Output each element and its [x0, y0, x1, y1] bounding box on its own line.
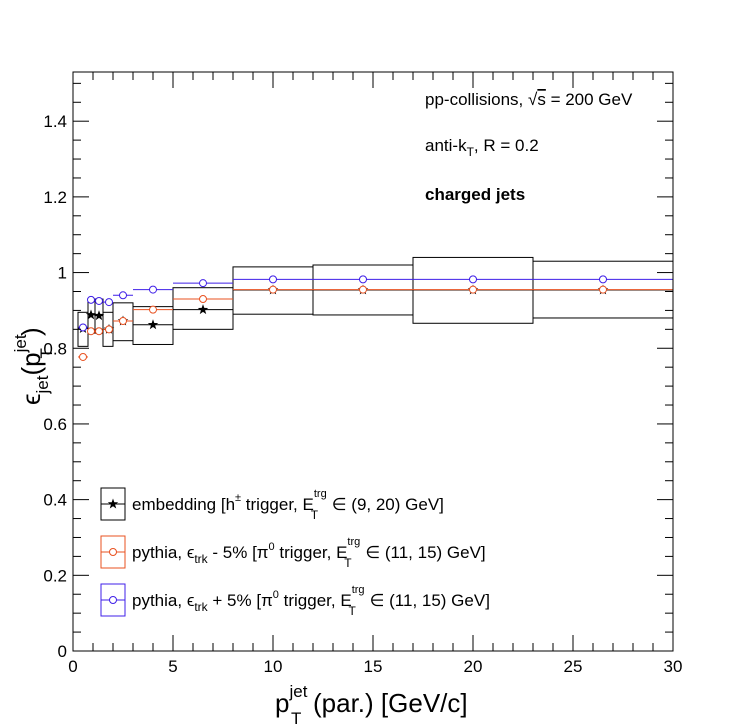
x-tick-label: 25: [564, 657, 583, 676]
legend-circle-marker-minus: [109, 548, 117, 556]
legend: embedding [h± trigger, Etrg T ∈ (9, 20) G…: [100, 487, 490, 618]
pythia_minus-point: [359, 285, 367, 294]
axis-tick-labels: 0 5 10 15 20 25 30 0 0.2 0.4 0.6 0.8 1 1.2 1.4: [43, 112, 682, 676]
pythia_minus-point: [599, 285, 607, 294]
pythia_minus-point: [269, 285, 277, 294]
legend-entry-embedding: embedding [h± trigger, Etrg T ∈ (9, 20) G…: [100, 487, 444, 522]
pythia_minus-point: [87, 327, 95, 336]
y-tick-label: 1: [58, 264, 67, 283]
y-tick-label: 1.2: [43, 188, 67, 207]
x-tick-label: 15: [364, 657, 383, 676]
legend-entry-pythia-plus: pythia, ϵtrk + 5% [π0 trigger, Etrg T ∈ (…: [100, 583, 490, 618]
x-tick-label: 20: [464, 657, 483, 676]
pythia_plus-point: [79, 323, 87, 332]
x-tick-label: 10: [264, 657, 283, 676]
pythia_plus-point: [599, 275, 607, 284]
y-tick-label: 1.4: [43, 112, 67, 131]
legend-circle-marker-plus: [109, 596, 117, 604]
legend-label-pythia-plus: pythia, ϵtrk + 5% [π0 trigger, Etrg T ∈ (…: [132, 584, 490, 618]
x-tick-label: 30: [664, 657, 683, 676]
y-tick-label: 0.4: [43, 491, 67, 510]
legend-star-marker: [107, 498, 119, 509]
annotation-charged-jets: charged jets: [425, 185, 525, 204]
plot-frame: [72, 71, 674, 652]
pythia_plus-point: [199, 279, 207, 288]
pythia_plus-point: [119, 291, 127, 300]
pythia_plus-point: [87, 295, 95, 304]
pythia_minus-point: [119, 317, 127, 326]
y-axis-title: ϵjet(pjetT): [11, 327, 56, 405]
pythia_plus-point: [469, 275, 477, 284]
y-tick-label: 0.6: [43, 415, 67, 434]
y-tick-label: 0: [58, 642, 67, 661]
y-tick-label: 0.2: [43, 566, 67, 585]
pythia_minus-point: [149, 305, 157, 314]
pythia_minus-point: [199, 295, 207, 304]
pythia_plus-point: [359, 275, 367, 284]
series-markers: [77, 275, 609, 361]
pythia_minus-point: [469, 285, 477, 294]
embedding-point: [197, 304, 209, 315]
pythia_plus-point: [105, 298, 113, 307]
x-axis-title: pjet T(par.) [GeV/c]: [275, 682, 468, 724]
x-tick-label: 0: [68, 657, 77, 676]
annotation-algorithm: anti-kT, R = 0.2: [425, 136, 539, 159]
pythia_minus-point: [79, 352, 87, 361]
y-tick-label: 0.8: [43, 339, 67, 358]
pythia_minus-point: [95, 327, 103, 336]
pythia_plus-point: [149, 285, 157, 294]
axis-ticks: [72, 72, 674, 652]
embedding-point: [85, 309, 97, 320]
annotation-collisions: pp-collisions, √s = 200 GeV: [425, 90, 633, 109]
x-tick-label: 5: [168, 657, 177, 676]
legend-label-pythia-minus: pythia, ϵtrk - 5% [π0 trigger, Etrg T ∈ (…: [132, 536, 486, 570]
pythia_plus-point: [269, 275, 277, 284]
embedding-uncertainty-boxes: [77, 256, 674, 347]
legend-entry-pythia-minus: pythia, ϵtrk - 5% [π0 trigger, Etrg T ∈ (…: [100, 535, 486, 570]
embedding-point: [147, 319, 159, 330]
pythia_minus-point: [105, 325, 113, 334]
embedding-point: [93, 310, 105, 321]
pythia_plus-point: [95, 296, 103, 305]
legend-label-embedding: embedding [h± trigger, Etrg T ∈ (9, 20) G…: [132, 488, 444, 522]
